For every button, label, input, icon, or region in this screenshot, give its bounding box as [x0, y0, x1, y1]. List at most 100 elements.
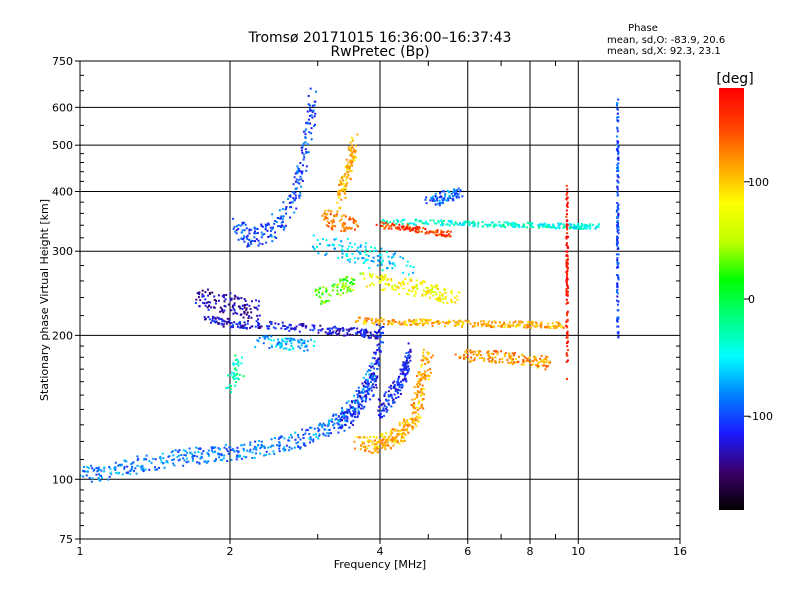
- data-point: [529, 326, 532, 329]
- colorbar-label: [deg]: [716, 71, 753, 87]
- data-point: [391, 323, 394, 326]
- data-point: [359, 448, 362, 451]
- data-point: [340, 218, 343, 221]
- data-point: [162, 462, 165, 465]
- data-point: [416, 374, 419, 377]
- data-point: [616, 174, 619, 177]
- data-point: [235, 225, 238, 228]
- data-point: [586, 225, 589, 228]
- data-point: [350, 136, 353, 139]
- data-point: [616, 143, 619, 146]
- data-point: [456, 192, 459, 195]
- data-point: [487, 325, 490, 328]
- data-point: [392, 220, 395, 223]
- data-point: [565, 288, 568, 291]
- data-point: [348, 148, 351, 151]
- data-point: [326, 217, 329, 220]
- data-point: [264, 223, 267, 226]
- data-point: [379, 281, 382, 284]
- data-point: [234, 367, 237, 370]
- data-point: [364, 248, 367, 251]
- data-point: [136, 464, 139, 467]
- data-point: [230, 391, 233, 394]
- data-point: [337, 419, 340, 422]
- data-point: [368, 376, 371, 379]
- data-point: [278, 344, 281, 347]
- data-point: [448, 194, 451, 197]
- data-point: [616, 188, 619, 191]
- data-point: [257, 321, 260, 324]
- data-point: [399, 228, 402, 231]
- data-point: [215, 320, 218, 323]
- data-point: [338, 183, 341, 186]
- data-point: [388, 403, 391, 406]
- data-point: [616, 230, 619, 233]
- data-point: [324, 301, 327, 304]
- data-point: [234, 295, 237, 298]
- data-point: [293, 211, 296, 214]
- data-point: [350, 281, 353, 284]
- data-point: [337, 191, 340, 194]
- data-point: [165, 461, 168, 464]
- data-point: [384, 391, 387, 394]
- data-point: [393, 441, 396, 444]
- data-point: [369, 331, 372, 334]
- data-point: [548, 361, 551, 364]
- data-point: [235, 322, 238, 325]
- data-point: [241, 229, 244, 232]
- data-point: [223, 320, 226, 323]
- data-point: [506, 325, 509, 328]
- data-point: [416, 391, 419, 394]
- data-point: [392, 253, 395, 256]
- data-point: [374, 445, 377, 448]
- data-point: [237, 450, 240, 453]
- data-point: [223, 294, 226, 297]
- data-point: [405, 360, 408, 363]
- data-point: [167, 455, 170, 458]
- data-point: [302, 340, 305, 343]
- data-point: [379, 350, 382, 353]
- data-point: [399, 323, 402, 326]
- data-point: [401, 373, 404, 376]
- data-point: [336, 289, 339, 292]
- data-point: [356, 393, 359, 396]
- data-point: [453, 192, 456, 195]
- data-point: [305, 122, 308, 125]
- data-point: [322, 433, 325, 436]
- data-point: [267, 446, 270, 449]
- data-point: [254, 232, 257, 235]
- data-point: [337, 415, 340, 418]
- data-point: [382, 318, 385, 321]
- data-point: [617, 300, 620, 303]
- data-point: [350, 406, 353, 409]
- data-point: [239, 307, 242, 310]
- data-point: [342, 229, 345, 232]
- data-point: [450, 222, 453, 225]
- data-point: [407, 365, 410, 368]
- data-point: [366, 378, 369, 381]
- data-point: [366, 385, 369, 388]
- data-point: [144, 468, 147, 471]
- data-point: [378, 346, 381, 349]
- data-point: [237, 361, 240, 364]
- data-point: [432, 294, 435, 297]
- data-point: [398, 223, 401, 226]
- data-point: [468, 221, 471, 224]
- data-point: [232, 227, 235, 230]
- data-point: [473, 350, 476, 353]
- data-point: [374, 374, 377, 377]
- data-point: [267, 236, 270, 239]
- y-tick-label: 750: [52, 55, 73, 68]
- data-point: [616, 191, 619, 194]
- data-point: [204, 460, 207, 463]
- data-point: [256, 318, 259, 321]
- data-point: [342, 249, 345, 252]
- data-point: [260, 440, 263, 443]
- data-point: [312, 433, 315, 436]
- data-point: [342, 179, 345, 182]
- data-point: [417, 226, 420, 229]
- data-point: [326, 332, 329, 335]
- data-point: [341, 282, 344, 285]
- data-point: [103, 470, 106, 473]
- data-point: [565, 209, 568, 212]
